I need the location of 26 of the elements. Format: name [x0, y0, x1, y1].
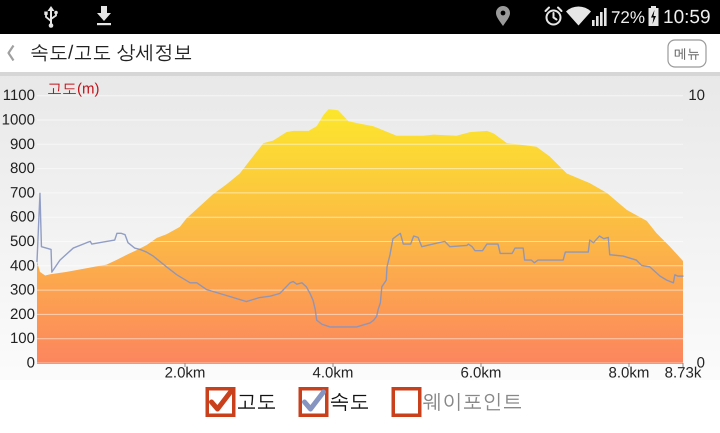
menu-button: 메뉴 [667, 39, 707, 68]
y-tick-label: 0 [26, 354, 35, 372]
y2-tick-label: 10 [688, 87, 705, 104]
y-tick-label: 400 [10, 257, 35, 274]
legend-label: 고도 [236, 391, 276, 413]
chart-title: 속도/고도 상세정보 [30, 42, 193, 64]
y-tick-label: 200 [10, 306, 35, 323]
y-tick-label: 600 [10, 208, 35, 226]
text: 10:59 [663, 7, 711, 28]
y-tick-label: 1000 [2, 112, 35, 128]
x-tick-label: 4.0km [312, 364, 354, 382]
legend-label: 속도 [330, 391, 370, 413]
y-tick-label: 500 [10, 233, 35, 250]
y-tick-label: 1100 [2, 87, 35, 104]
y-tick-label: 800 [10, 160, 35, 178]
y-tick-label: 300 [10, 282, 35, 299]
x-tick-label: 2.0km [164, 364, 206, 382]
y-tick-label: 700 [10, 184, 35, 202]
y-axis-title: 고도(m) [47, 80, 100, 98]
y-tick-label: 900 [10, 136, 35, 153]
line-series [36, 192, 684, 328]
text: 72% [610, 8, 645, 27]
text: 웨이포인트 [422, 391, 522, 413]
y-tick-label: 100 [10, 330, 35, 348]
x-tick-label: 6.0km [460, 364, 502, 382]
x-tick-label: 8.0km [608, 364, 650, 382]
